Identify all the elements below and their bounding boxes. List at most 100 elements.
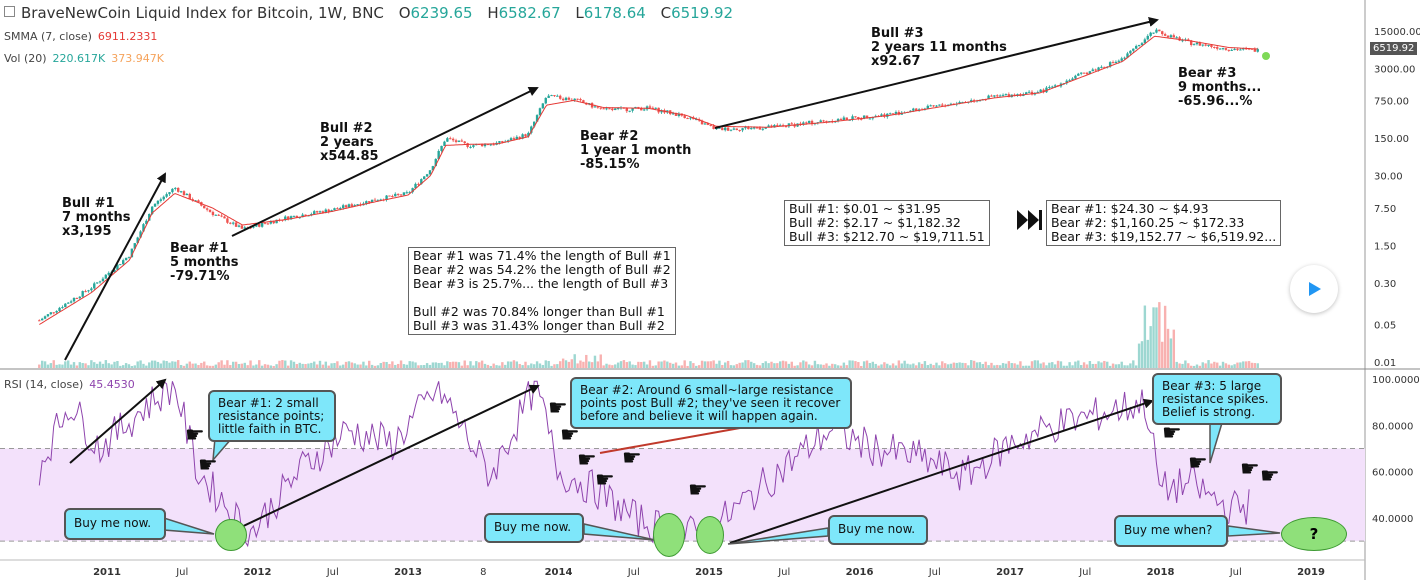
candle-body — [608, 108, 611, 110]
volume-bar — [286, 365, 290, 368]
volume-bar — [857, 362, 860, 368]
candle-body — [677, 113, 681, 116]
volume-bar — [40, 360, 44, 368]
volume-bar — [793, 365, 796, 368]
volume-bar — [1126, 365, 1129, 368]
collapse-icon[interactable] — [4, 6, 15, 17]
volume-bar — [671, 363, 675, 368]
volume-bar — [767, 363, 770, 368]
candle-body — [784, 126, 788, 128]
volume-bar — [350, 362, 354, 368]
volume-bar — [553, 364, 556, 368]
candle-body — [1189, 40, 1193, 45]
candle-body — [506, 140, 510, 142]
volume-bar — [616, 362, 620, 368]
volume-bar — [272, 365, 275, 368]
volume-bar — [255, 364, 258, 368]
candle-body — [451, 138, 455, 141]
volume-bar — [130, 365, 134, 368]
volume-bar — [1030, 361, 1034, 368]
volume-bar — [498, 365, 501, 368]
candle-body — [466, 143, 469, 147]
candle-body — [425, 174, 429, 177]
volume-bar — [894, 365, 898, 368]
candle-body — [498, 141, 501, 143]
volume-bar — [1100, 362, 1103, 368]
volume-bar — [318, 360, 322, 368]
candle-body — [156, 200, 160, 204]
volume-bar — [776, 363, 779, 368]
volume-bar — [1056, 360, 1060, 368]
volume-bar — [831, 363, 834, 368]
candle-body — [807, 120, 811, 123]
volume-bar — [935, 362, 938, 368]
pointing-hand-icon: ☛ — [622, 446, 642, 471]
time-tick-label: Jul — [777, 567, 790, 578]
time-tick-label: Jul — [1078, 567, 1091, 578]
candle-body — [915, 108, 918, 111]
volume-bar — [495, 365, 498, 368]
candle-body — [634, 106, 637, 109]
candle-body — [958, 102, 961, 104]
candle-body — [724, 127, 727, 131]
candle-body — [567, 97, 571, 100]
volume-bar — [179, 364, 183, 368]
volume-bar — [642, 361, 646, 368]
volume-bar — [877, 365, 880, 368]
volume-bar — [1117, 364, 1121, 368]
volume-bar — [1250, 362, 1254, 368]
candle-body — [689, 117, 692, 119]
candle-body — [43, 316, 47, 319]
candle-body — [564, 97, 568, 101]
candle-body — [1068, 80, 1071, 82]
volume-bar — [414, 362, 417, 368]
volume-bar — [987, 365, 990, 368]
volume-bar — [292, 361, 296, 368]
volume-bar — [1108, 365, 1112, 368]
candle-body — [446, 138, 449, 142]
candle-body — [790, 123, 793, 125]
volume-bar — [205, 365, 209, 368]
volume-bar — [556, 364, 559, 368]
volume-bar — [1025, 365, 1028, 368]
candle-body — [1103, 66, 1106, 68]
volume-bar — [964, 363, 967, 368]
candle-body — [1146, 35, 1149, 40]
pointing-hand-icon: ☛ — [548, 396, 568, 421]
volume-bar — [929, 363, 932, 368]
volume-bar — [347, 361, 351, 368]
volume-bar — [368, 360, 371, 368]
volume-bar — [625, 362, 629, 368]
volume-bar — [153, 360, 157, 368]
time-tick-label: Jul — [627, 567, 640, 578]
volume-bar — [200, 362, 203, 368]
candle-body — [550, 95, 553, 97]
candle-body — [385, 195, 388, 200]
volume-bar — [165, 361, 168, 368]
candle-body — [648, 106, 652, 108]
candle-body — [90, 288, 93, 291]
volume-bar — [405, 364, 409, 368]
bull1-annotation: Bull #1 7 months x3,195 — [62, 196, 131, 239]
candle-body — [611, 108, 614, 111]
candle-body — [434, 159, 437, 167]
volume-bar — [295, 364, 299, 368]
candle-body — [78, 296, 81, 299]
price-tick-label: 150.00 — [1374, 134, 1409, 145]
candle-body — [637, 106, 640, 109]
volume-bar — [451, 361, 455, 368]
volume-bar — [1198, 365, 1202, 368]
candle-body — [741, 128, 744, 131]
volume-bar — [1244, 361, 1248, 368]
candle-body — [203, 205, 206, 209]
candle-body — [929, 105, 932, 107]
volume-bar — [463, 360, 466, 368]
volume-bar — [593, 355, 597, 368]
volume-bar — [724, 362, 727, 368]
candle-body — [350, 204, 354, 207]
volume-bar — [599, 354, 602, 368]
candle-body — [845, 117, 848, 121]
volume-bar — [208, 365, 212, 368]
play-button[interactable] — [1290, 265, 1338, 313]
volume-bar — [915, 365, 918, 368]
